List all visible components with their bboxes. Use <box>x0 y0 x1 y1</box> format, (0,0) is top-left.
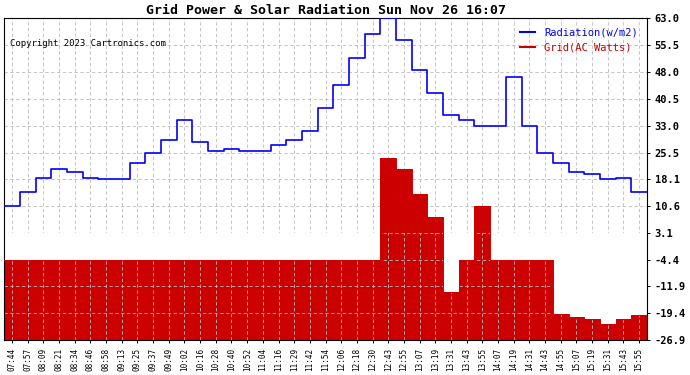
Bar <box>333 233 349 260</box>
Bar <box>146 233 161 260</box>
Bar <box>4 233 20 260</box>
Title: Grid Power & Solar Radiation Sun Nov 26 16:07: Grid Power & Solar Radiation Sun Nov 26 … <box>146 4 506 17</box>
Bar <box>538 233 553 260</box>
Bar <box>522 233 538 260</box>
Bar <box>51 233 67 260</box>
Bar <box>302 233 317 260</box>
Bar <box>286 233 302 260</box>
Bar <box>428 217 443 233</box>
Bar <box>114 233 130 260</box>
Bar <box>83 233 98 260</box>
Bar <box>631 233 647 315</box>
Bar <box>443 233 459 292</box>
Bar <box>67 233 83 260</box>
Bar <box>317 233 333 260</box>
Bar <box>396 169 412 233</box>
Bar <box>475 206 490 233</box>
Bar <box>208 233 224 260</box>
Bar <box>600 233 615 324</box>
Bar <box>193 233 208 260</box>
Bar <box>615 233 631 319</box>
Bar <box>553 233 569 314</box>
Legend: Radiation(w/m2), Grid(AC Watts): Radiation(w/m2), Grid(AC Watts) <box>515 24 642 57</box>
Bar <box>412 194 428 233</box>
Bar <box>349 233 365 260</box>
Bar <box>130 233 146 260</box>
Bar <box>365 233 380 260</box>
Bar <box>4 18 647 233</box>
Bar <box>270 233 286 260</box>
Bar <box>98 233 114 260</box>
Bar <box>490 233 506 260</box>
Text: Copyright 2023 Cartronics.com: Copyright 2023 Cartronics.com <box>10 39 166 48</box>
Bar <box>459 233 475 260</box>
Bar <box>584 233 600 319</box>
Bar <box>506 233 522 260</box>
Bar <box>569 233 584 317</box>
Bar <box>255 233 270 260</box>
Bar <box>239 233 255 260</box>
Bar <box>4 233 647 340</box>
Bar <box>161 233 177 260</box>
Bar <box>380 158 396 233</box>
Bar <box>35 233 51 260</box>
Bar <box>177 233 193 260</box>
Bar <box>20 233 35 260</box>
Bar <box>224 233 239 260</box>
